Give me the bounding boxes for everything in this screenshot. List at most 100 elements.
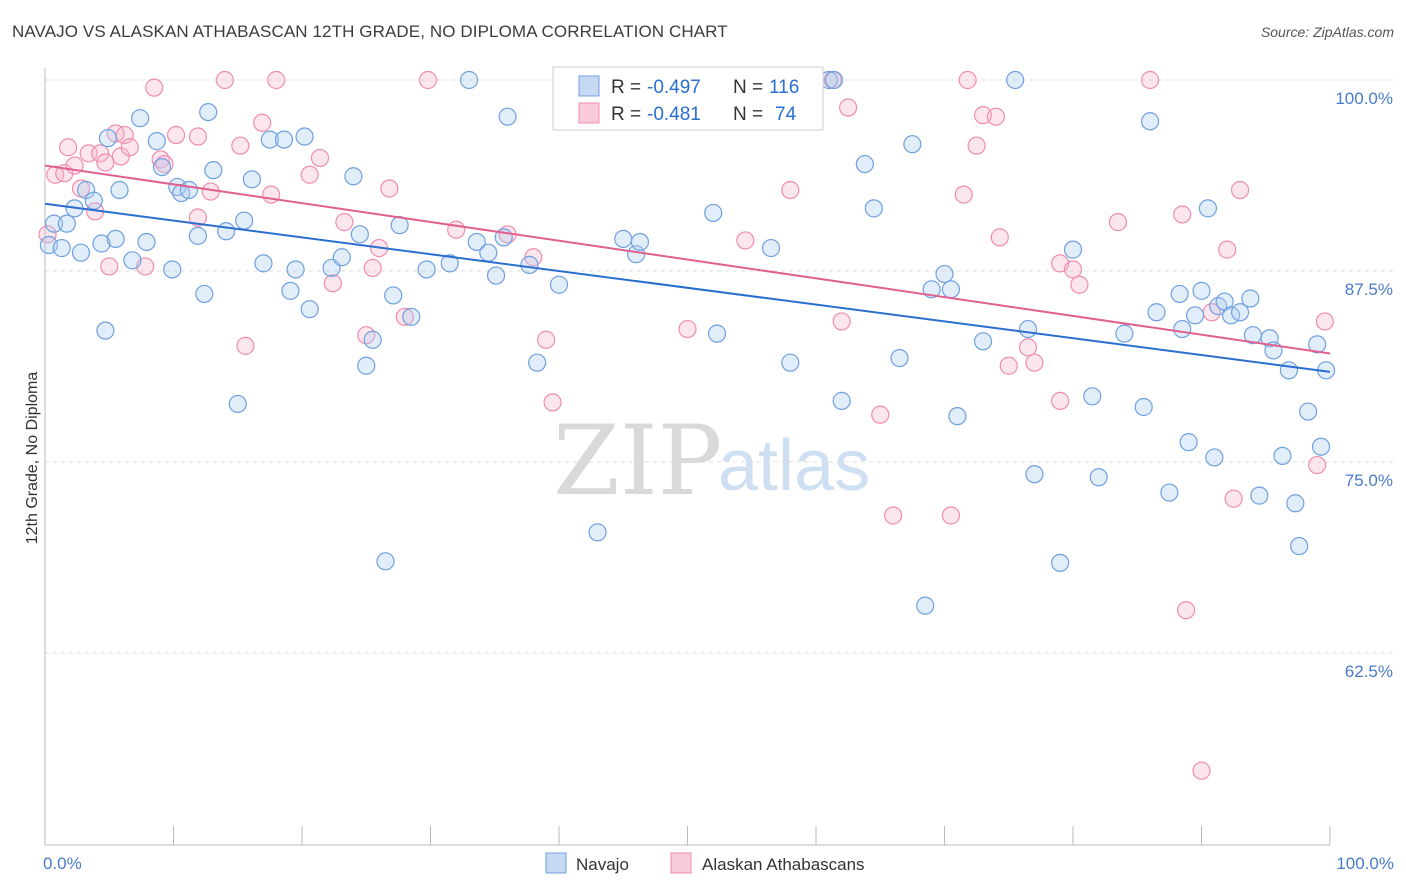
navajo-point bbox=[1308, 335, 1327, 354]
navajo-point bbox=[973, 332, 993, 351]
navajo-point bbox=[1006, 70, 1025, 90]
navajo-point bbox=[1273, 446, 1292, 465]
legend-n-label-navajo: N = bbox=[733, 77, 763, 98]
navajo-point bbox=[242, 170, 261, 189]
alaskan-point bbox=[839, 98, 858, 117]
navajo-point bbox=[1192, 281, 1211, 300]
navajo-point bbox=[824, 70, 844, 90]
navajo-point bbox=[922, 280, 941, 299]
navajo-point bbox=[1299, 402, 1318, 421]
navajo-point bbox=[44, 214, 64, 233]
navajo-point bbox=[281, 281, 300, 300]
watermark-atlas: atlas bbox=[718, 426, 870, 506]
navajo-point bbox=[363, 330, 382, 349]
navajo-point bbox=[1311, 437, 1331, 456]
navajo-trend-line bbox=[44, 202, 1331, 373]
alaskan-point bbox=[1140, 70, 1160, 90]
source-credit: Source: ZipAtlas.com bbox=[1260, 24, 1394, 40]
watermark-zip: ZIP bbox=[553, 405, 722, 517]
alaskan-point bbox=[188, 208, 208, 227]
alaskan-point bbox=[91, 144, 110, 163]
navajo-point bbox=[357, 356, 376, 375]
alaskan-point bbox=[1025, 353, 1044, 372]
legend-r-value-navajo: -0.497 bbox=[647, 77, 701, 98]
alaskan-point bbox=[395, 307, 414, 326]
alaskan-point bbox=[1173, 205, 1192, 224]
navajo-point bbox=[614, 229, 633, 249]
navajo-point bbox=[52, 238, 71, 258]
navajo-point bbox=[467, 232, 486, 252]
alaskan-point bbox=[781, 180, 800, 200]
legend-r-label-alaskan: R = bbox=[611, 104, 641, 125]
navajo-point bbox=[1290, 536, 1309, 556]
alaskan-point bbox=[418, 70, 438, 90]
alaskan-point bbox=[188, 127, 208, 146]
y-tick-label: 75.0% bbox=[1345, 471, 1393, 490]
alaskan-point bbox=[986, 107, 1006, 126]
legend-swatch-alaskan bbox=[578, 102, 600, 124]
alaskan-point bbox=[543, 393, 562, 412]
bottom-legend-swatch-alaskan bbox=[670, 852, 692, 874]
navajo-point bbox=[498, 107, 517, 126]
navajo-point bbox=[1185, 306, 1205, 325]
navajo-point bbox=[1205, 448, 1224, 467]
alaskan-point bbox=[262, 185, 281, 204]
x-tick-label-0: 0.0% bbox=[43, 854, 82, 873]
navajo-point bbox=[1230, 303, 1250, 322]
alaskan-point bbox=[1315, 312, 1334, 331]
alaskan-point bbox=[323, 274, 342, 293]
alaskan-point bbox=[267, 70, 286, 90]
alaskan-point bbox=[363, 258, 382, 278]
navajo-point bbox=[1089, 468, 1108, 487]
legend-n-label-alaskan: N = bbox=[733, 104, 763, 125]
navajo-point bbox=[106, 229, 125, 249]
alaskan-point bbox=[832, 312, 851, 331]
alaskan-point bbox=[310, 148, 330, 168]
x-tick-label-100: 100.0% bbox=[1336, 854, 1394, 873]
alaskan-point bbox=[990, 228, 1009, 247]
alaskan-point bbox=[1063, 260, 1083, 279]
navajo-point bbox=[286, 260, 305, 279]
navajo-point bbox=[1179, 433, 1198, 452]
alaskan-point bbox=[215, 70, 234, 90]
alaskan-point bbox=[231, 136, 250, 155]
alaskan-trend-line bbox=[44, 164, 1331, 355]
navajo-point bbox=[1286, 494, 1305, 513]
navajo-point bbox=[152, 157, 172, 177]
navajo-point bbox=[260, 130, 279, 149]
alaskan-point bbox=[954, 185, 973, 204]
navajo-point bbox=[254, 254, 273, 273]
navajo-point bbox=[935, 264, 954, 284]
navajo-point bbox=[1198, 199, 1218, 218]
navajo-point bbox=[1018, 319, 1038, 339]
y-tick-label: 62.5% bbox=[1345, 662, 1393, 681]
navajo-point bbox=[890, 348, 909, 368]
navajo-point bbox=[96, 321, 115, 340]
alaskan-point bbox=[1018, 338, 1038, 357]
navajo-point bbox=[137, 232, 156, 252]
alaskan-point bbox=[883, 506, 903, 525]
navajo-point bbox=[217, 222, 236, 241]
legend-n-value-alaskan: 74 bbox=[775, 104, 797, 125]
legend-r-value-alaskan: -0.481 bbox=[647, 104, 701, 125]
alaskan-point bbox=[380, 179, 399, 198]
navajo-point bbox=[1241, 289, 1260, 308]
navajo-point bbox=[855, 154, 874, 174]
navajo-point bbox=[1147, 303, 1166, 322]
alaskan-point bbox=[236, 336, 255, 355]
alaskan-point bbox=[678, 319, 697, 339]
navajo-point bbox=[781, 353, 800, 372]
navajo-point bbox=[1134, 397, 1153, 417]
alaskan-point bbox=[537, 330, 556, 349]
navajo-point bbox=[903, 135, 922, 154]
navajo-point bbox=[110, 180, 129, 200]
navajo-point bbox=[1173, 319, 1192, 339]
bottom-legend-alaskan: Alaskan Athabascans bbox=[702, 855, 865, 874]
navajo-point bbox=[1170, 284, 1189, 304]
correlation-legend: R = -0.497 N = 116 R = -0.481 N = 74 bbox=[552, 66, 824, 131]
alaskan-point bbox=[1230, 180, 1250, 200]
navajo-point bbox=[402, 307, 421, 326]
navajo-point bbox=[350, 225, 369, 244]
alaskan-point bbox=[1070, 275, 1089, 294]
alaskan-point bbox=[941, 506, 961, 525]
